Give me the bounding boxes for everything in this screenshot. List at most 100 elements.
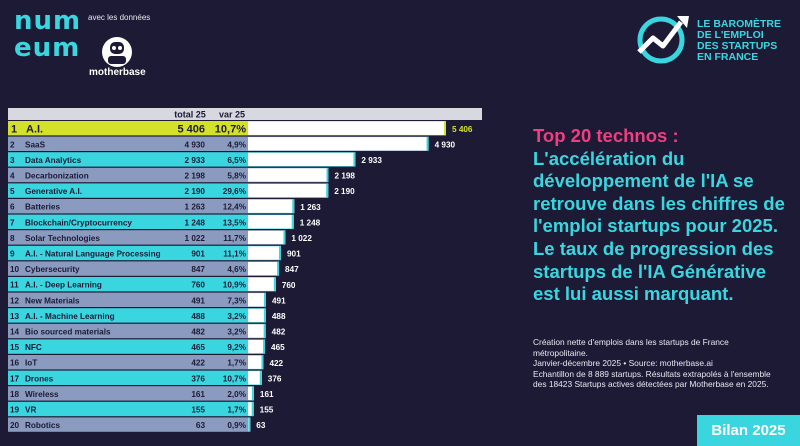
report-title-line: DE L'EMPLOI (697, 29, 764, 41)
bar (248, 168, 329, 182)
source-notes: Création nette d'emplois dans les startu… (533, 337, 783, 390)
total-value: 2 933 (185, 156, 206, 165)
rank-label: 16 (10, 359, 20, 368)
headline: Top 20 technos : L'accélération du dével… (533, 125, 795, 306)
category-label: Generative A.I. (25, 187, 82, 196)
bar-cap (426, 137, 429, 151)
total-value: 2 190 (185, 187, 206, 196)
logo-line: num (14, 6, 82, 36)
table-row (8, 292, 266, 307)
table-row (8, 355, 264, 370)
variation-value: 10,7% (223, 374, 247, 383)
variation-value: 4,6% (227, 265, 246, 274)
rank-label: 5 (10, 187, 15, 196)
rank-label: 1 (11, 124, 17, 136)
partner-prefix: avec les données (88, 13, 151, 22)
report-title: LE BAROMÈTRE DE L'EMPLOI DES STARTUPS EN… (697, 19, 797, 63)
bar (248, 386, 254, 401)
rank-label: 15 (10, 343, 20, 352)
category-label: A.I. - Machine Learning (25, 312, 115, 321)
data-label: 4 930 (435, 140, 456, 149)
chart-header-bg (8, 108, 482, 120)
data-label: 155 (260, 406, 274, 415)
total-value: 1 248 (185, 218, 206, 227)
bar-cap (279, 246, 281, 260)
table-row (8, 261, 280, 276)
category-label: New Materials (25, 296, 80, 305)
rank-label: 17 (10, 374, 20, 383)
variation-value: 13,5% (223, 218, 247, 227)
total-value: 422 (191, 359, 205, 368)
table-row (8, 214, 294, 229)
bar-cap (263, 293, 266, 307)
total-value: 1 263 (185, 203, 206, 212)
total-value: 5 406 (177, 124, 205, 136)
total-value: 376 (191, 374, 205, 383)
bar (248, 152, 356, 167)
bar (248, 137, 429, 151)
rank-label: 19 (10, 405, 20, 414)
rank-label: 8 (10, 234, 15, 243)
bar-cap (326, 183, 329, 198)
bar-cap (263, 324, 266, 338)
category-label: Blockchain/Cryptocurrency (25, 218, 132, 227)
note-line: Janvier-décembre 2025 • Source: motherba… (533, 358, 713, 369)
rank-label: 7 (10, 218, 15, 227)
table-row (8, 199, 295, 214)
total-value: 155 (191, 405, 205, 414)
bar (248, 121, 446, 135)
total-value: 847 (191, 265, 205, 274)
variation-value: 12,4% (223, 203, 247, 212)
variation-value: 1,7% (227, 405, 246, 414)
data-label: 376 (268, 374, 282, 383)
bar-cap (251, 402, 254, 416)
bar-cap (353, 152, 356, 167)
variation-value: 6,5% (227, 156, 246, 165)
variation-value: 5,8% (227, 171, 246, 180)
total-value: 760 (191, 281, 205, 290)
headline-body: L'accélération du développement de l'IA … (533, 147, 785, 305)
bar (248, 215, 294, 229)
rank-label: 11 (10, 281, 19, 290)
bar-cap (259, 371, 262, 385)
data-label: 482 (272, 328, 286, 337)
rank-label: 10 (10, 265, 20, 274)
bar (248, 402, 254, 416)
category-label: NFC (25, 343, 42, 352)
category-label: Drones (25, 374, 54, 383)
category-label: Wireless (25, 390, 59, 399)
total-value: 901 (191, 249, 205, 258)
data-label: 1 022 (291, 234, 312, 243)
bar-cap (277, 261, 280, 276)
year-badge: Bilan 2025 (697, 415, 800, 446)
total-value: 491 (191, 296, 205, 305)
bar-cap (251, 386, 254, 401)
variation-value: 11,1% (223, 249, 246, 258)
bar (248, 339, 266, 354)
rank-label: 2 (10, 140, 15, 149)
bar (248, 355, 264, 369)
data-label: 465 (271, 343, 285, 352)
data-label: 847 (285, 265, 299, 274)
rank-label: 6 (10, 203, 15, 212)
total-value: 1 022 (185, 234, 206, 243)
partner-name: motherbase (89, 67, 146, 78)
variation-value: 10,7% (215, 124, 246, 136)
data-label: 491 (272, 296, 286, 305)
variation-value: 1,7% (227, 359, 246, 368)
data-label: 161 (260, 390, 274, 399)
variation-value: 9,2% (227, 343, 246, 352)
data-label: 2 190 (334, 187, 355, 196)
rank-label: 20 (10, 421, 20, 430)
table-row (8, 308, 266, 323)
bar-cap (444, 121, 446, 135)
logo-line: eum (14, 33, 81, 63)
total-value: 2 198 (185, 171, 206, 180)
bar-cap (263, 308, 266, 323)
total-value: 4 930 (185, 140, 206, 149)
category-label: Data Analytics (25, 156, 82, 165)
variation-value: 4,9% (227, 140, 246, 149)
numeum-logo: num eum (14, 6, 82, 63)
category-label: SaaS (25, 140, 46, 149)
category-label: Decarbonization (25, 171, 89, 180)
